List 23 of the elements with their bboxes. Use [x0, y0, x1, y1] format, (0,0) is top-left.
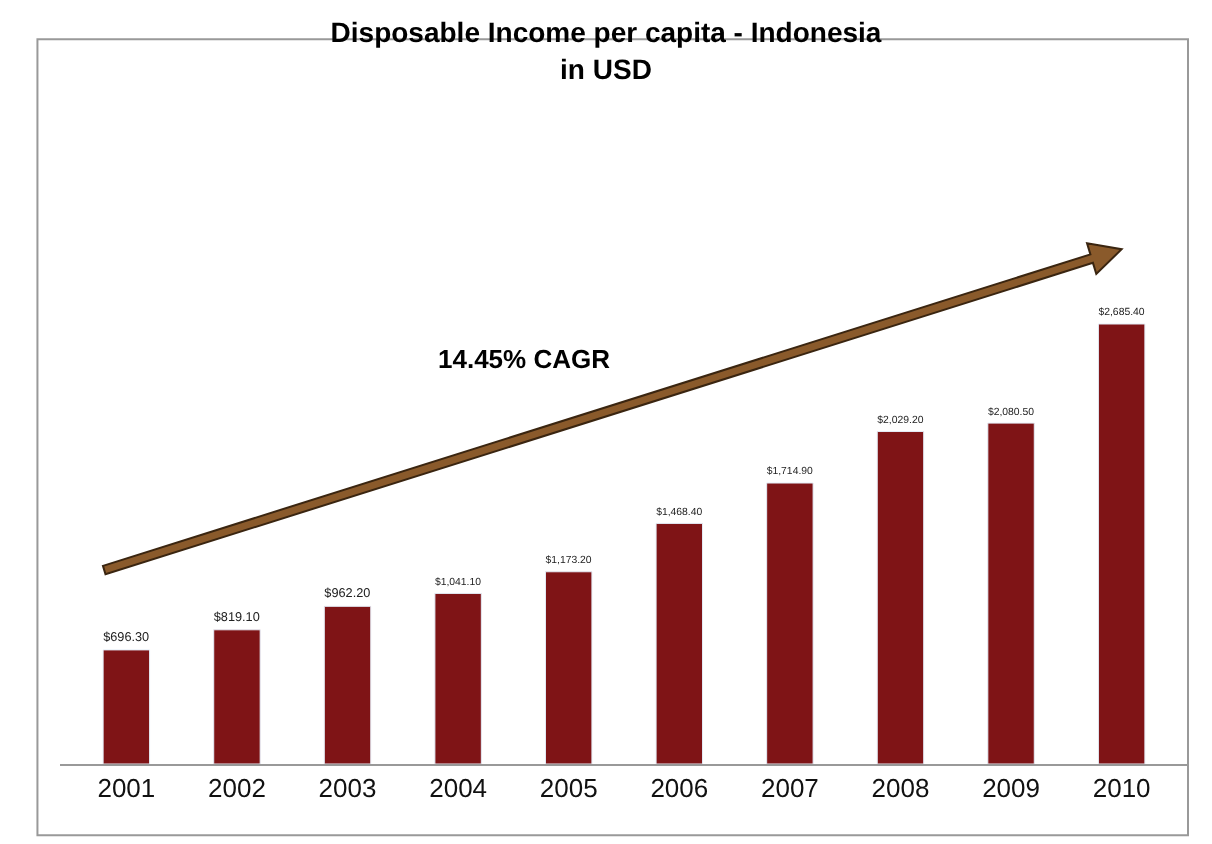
x-tick-label: 2001: [97, 773, 156, 804]
bar: [987, 422, 1035, 764]
x-tick-label: 2005: [539, 773, 598, 804]
x-tick-label: 2008: [871, 773, 930, 804]
bar: [766, 482, 814, 764]
bar: [876, 431, 925, 764]
x-tick-label: 2007: [760, 773, 819, 804]
x-tick-label: 2006: [650, 773, 709, 804]
bar: [102, 649, 151, 764]
chart-subtitle: in USD: [560, 52, 652, 85]
x-tick-label: 2009: [982, 773, 1040, 804]
bar: [213, 629, 261, 764]
x-tick-label: 2003: [318, 773, 377, 804]
bar: [1097, 323, 1146, 764]
bar: [655, 522, 704, 764]
x-tick-label: 2010: [1092, 773, 1151, 804]
bar: [544, 571, 593, 764]
x-tick-label: 2004: [429, 773, 488, 804]
chart-title: Disposable Income per capita - Indonesia: [330, 16, 882, 49]
bar: [434, 592, 482, 764]
x-tick-label: 2002: [208, 773, 266, 804]
bar: [323, 605, 372, 764]
annotation: 14.45% CAGR: [438, 344, 612, 374]
